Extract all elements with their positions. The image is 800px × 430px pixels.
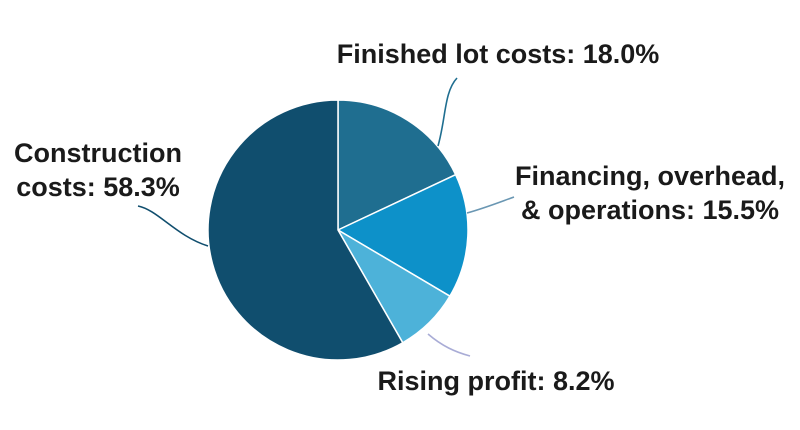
- leader-line-3: [137, 205, 209, 247]
- pie-slice-0: [337, 99, 457, 231]
- slice-label-3-line-0: Construction: [14, 138, 182, 168]
- leader-line-2: [427, 333, 471, 357]
- slice-label-2: Rising profit: 8.2%: [377, 366, 614, 396]
- slice-label-2-line-0: Rising profit: 8.2%: [377, 366, 614, 396]
- slice-label-1-line-1: & operations: 15.5%: [521, 195, 779, 225]
- slices-layer: [207, 99, 469, 361]
- labels-layer: Finished lot costs: 18.0% Financing, over…: [14, 39, 785, 396]
- slice-label-1-line-0: Financing, overhead,: [515, 161, 785, 191]
- leader-line-1: [466, 196, 515, 214]
- slice-label-0: Finished lot costs: 18.0%: [337, 39, 660, 69]
- pie-slice-1: [337, 173, 469, 297]
- slice-label-0-line-0: Finished lot costs: 18.0%: [337, 39, 660, 69]
- slice-label-3: Construction costs: 58.3%: [14, 138, 182, 202]
- pie-slice-3: [207, 99, 404, 361]
- leader-lines-layer: [137, 77, 515, 357]
- leader-line-0: [437, 77, 458, 147]
- slice-label-1: Financing, overhead, & operations: 15.5%: [515, 161, 785, 225]
- slice-label-3-line-1: costs: 58.3%: [16, 172, 180, 202]
